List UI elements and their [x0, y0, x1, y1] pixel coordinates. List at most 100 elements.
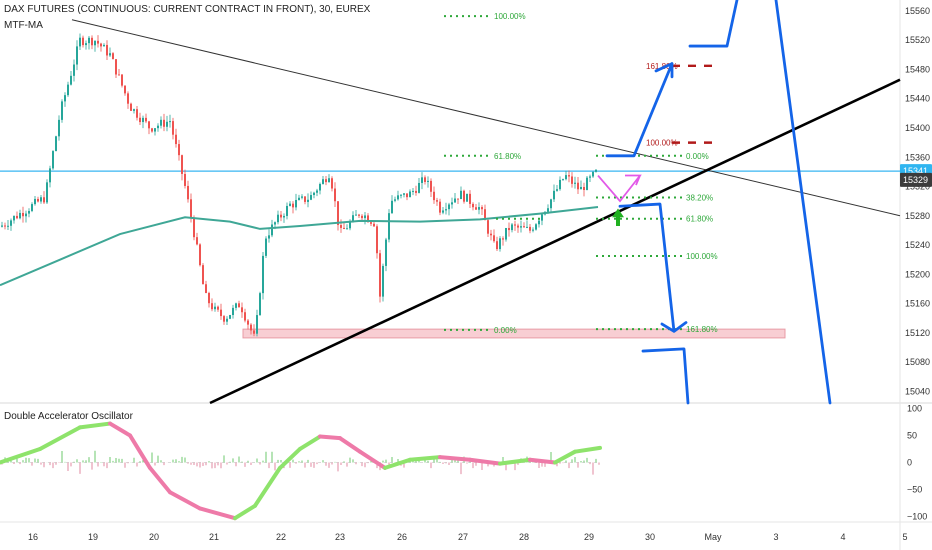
osc-line-segment	[128, 433, 152, 470]
candle-body	[34, 198, 36, 205]
candle-body	[502, 238, 504, 240]
candle-body	[406, 193, 408, 198]
candle-body	[112, 53, 114, 60]
candle-body	[115, 59, 117, 75]
candle-body	[589, 176, 591, 178]
candle-body	[487, 220, 489, 234]
candle-body	[592, 171, 594, 177]
time-tick: 30	[645, 532, 655, 542]
osc-line-segment	[338, 436, 362, 454]
osc-line-segment	[468, 457, 502, 466]
candle-body	[358, 214, 360, 216]
candle-body	[94, 40, 96, 46]
price-tick: 15040	[905, 386, 930, 396]
candle-body	[13, 215, 15, 221]
candle-body	[532, 229, 534, 231]
osc-line-segment	[408, 455, 442, 462]
indicator-label: MTF-MA	[4, 20, 43, 31]
candle-body	[427, 180, 429, 182]
fib-label: 100.00%	[494, 12, 526, 21]
candle-body	[58, 119, 60, 137]
candle-body	[40, 197, 42, 202]
candle-body	[421, 177, 423, 183]
candle-body	[76, 46, 78, 65]
candle-body	[220, 309, 222, 317]
candle-body	[10, 220, 12, 226]
candle-body	[499, 238, 501, 250]
candle-body	[376, 226, 378, 254]
candle-body	[433, 191, 435, 201]
candle-body	[442, 210, 444, 213]
candle-body	[463, 190, 465, 202]
candle-body	[340, 225, 342, 228]
candle-body	[367, 215, 369, 223]
price-tick: 15200	[905, 269, 930, 279]
osc-line-segment	[438, 455, 472, 462]
price-tick: 15240	[905, 240, 930, 250]
candle-body	[517, 225, 519, 228]
price-badge-text: 15329	[903, 175, 928, 185]
candle-body	[553, 190, 555, 200]
candle-body	[451, 202, 453, 205]
osc-line-segment	[573, 445, 602, 454]
candle-body	[247, 320, 249, 325]
candle-body	[1, 225, 3, 227]
candle-body	[208, 292, 210, 304]
candle-body	[469, 193, 471, 204]
candle-body	[388, 213, 390, 240]
candle-body	[523, 226, 525, 228]
candle-body	[292, 203, 294, 208]
time-tick: 23	[335, 532, 345, 542]
time-tick: 27	[458, 532, 468, 542]
candle-body	[172, 121, 174, 135]
candle-body	[91, 37, 93, 46]
candle-body	[187, 185, 189, 200]
candle-body	[103, 44, 105, 47]
candle-body	[286, 205, 288, 216]
price-tick: 15520	[905, 35, 930, 45]
candle-body	[223, 316, 225, 322]
candle-body	[556, 189, 558, 191]
candle-body	[418, 182, 420, 193]
candle-body	[586, 177, 588, 190]
candle-body	[439, 201, 441, 213]
candle-body	[142, 117, 144, 123]
moving-average-line	[0, 205, 599, 287]
candle-body	[184, 173, 186, 186]
candle-body	[97, 40, 99, 44]
fib-label: 0.00%	[494, 326, 517, 335]
price-tick: 15280	[905, 211, 930, 221]
candle-body	[49, 168, 51, 183]
candle-body	[343, 227, 345, 229]
candle-body	[352, 215, 354, 222]
candle-body	[547, 208, 549, 212]
candle-body	[382, 265, 384, 297]
candle-body	[79, 37, 81, 47]
candle-body	[496, 241, 498, 250]
support-zone	[242, 328, 786, 339]
time-tick: 28	[519, 532, 529, 542]
candle-body	[256, 315, 258, 334]
candle-body	[22, 212, 24, 217]
candle-body	[181, 155, 183, 174]
candle-body	[346, 228, 348, 230]
candle-body	[229, 315, 231, 319]
candle-body	[178, 144, 180, 156]
chart-title: DAX FUTURES (CONTINUOUS: CURRENT CONTRAC…	[4, 4, 371, 15]
osc-tick: −100	[907, 512, 927, 522]
price-tick: 15080	[905, 357, 930, 367]
price-tick: 15560	[905, 6, 930, 16]
candle-body	[334, 188, 336, 202]
candle-body	[559, 179, 561, 190]
candle-body	[193, 217, 195, 238]
candle-body	[211, 303, 213, 310]
candle-body	[322, 179, 324, 184]
candle-body	[328, 178, 330, 183]
osc-line-segment	[528, 457, 557, 465]
candle-body	[169, 121, 171, 123]
fib-label: 61.80%	[494, 152, 521, 161]
candle-body	[445, 209, 447, 211]
candle-body	[253, 330, 255, 334]
candle-body	[394, 199, 396, 201]
